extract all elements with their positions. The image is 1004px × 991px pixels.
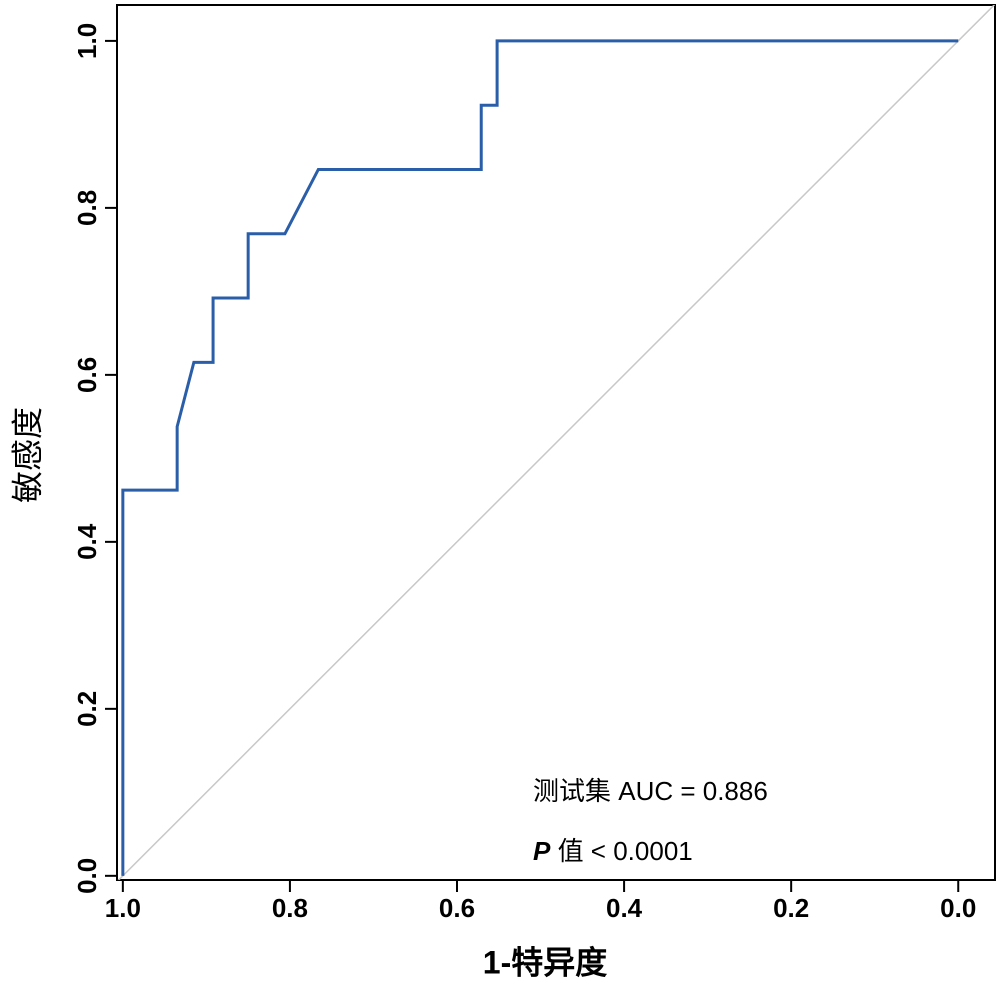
roc-curve [121, 39, 959, 876]
x-tick-label: 0.0 [940, 893, 976, 923]
plot-frame [116, 4, 996, 881]
auc-annotation: 测试集 AUC = 0.886 [533, 776, 768, 806]
x-tick-label: 0.4 [606, 893, 643, 923]
p-annotation: P 值 < 0.0001 [533, 836, 693, 866]
x-tick-label: 0.8 [272, 893, 308, 923]
y-tick-label: 0.8 [72, 190, 102, 226]
x-tick-label: 0.6 [439, 893, 475, 923]
reference-line [117, 5, 995, 880]
y-tick-label: 0.4 [72, 523, 102, 560]
p-text: 值 < 0.0001 [558, 836, 693, 866]
x-tick-label: 1.0 [105, 893, 141, 923]
x-axis-title: 1-特异度 [483, 944, 607, 980]
p-symbol: P [533, 836, 551, 866]
y-tick-label: 0.0 [72, 858, 102, 894]
plot-area [117, 5, 995, 880]
y-axis-title: 敏感度 [9, 407, 47, 503]
y-tick-label: 1.0 [72, 23, 102, 59]
y-tick-label: 0.2 [72, 691, 102, 727]
x-tick-label: 0.2 [773, 893, 809, 923]
y-tick-label: 0.6 [72, 357, 102, 393]
